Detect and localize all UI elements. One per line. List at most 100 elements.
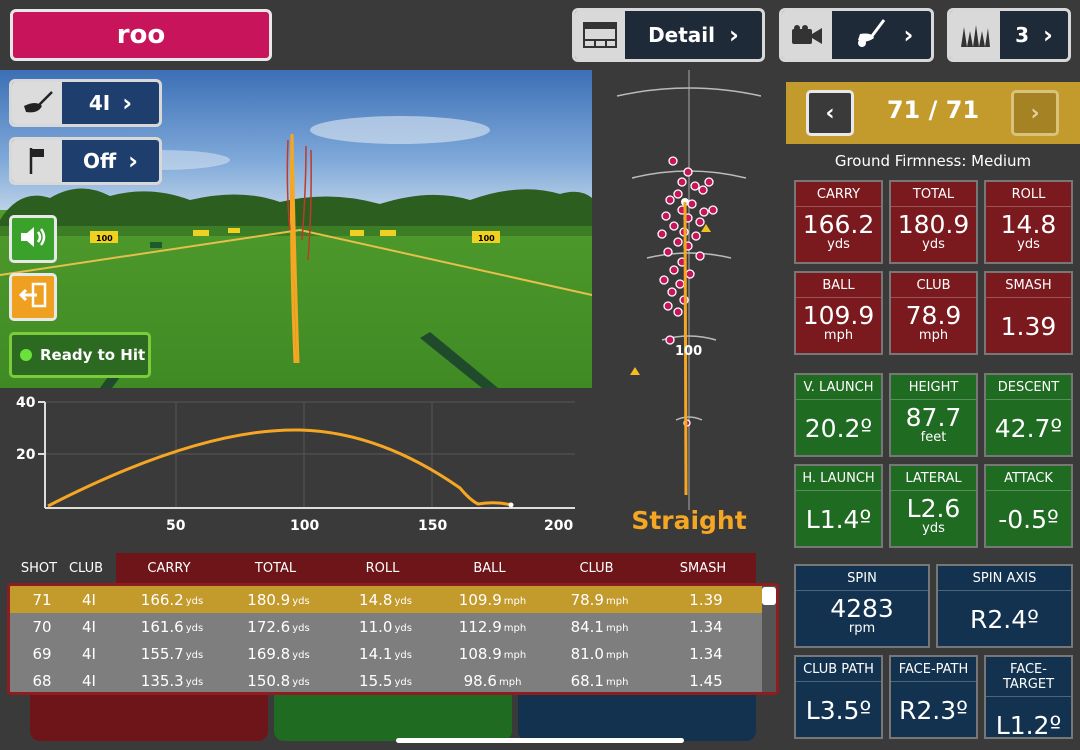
total-tile: TOTAL 180.9 yds xyxy=(889,180,978,264)
face-target-tile: FACE-TARGET L1.2º xyxy=(984,655,1073,740)
table-scroll-thumb[interactable] xyxy=(762,587,776,605)
club-speed-cell: 78.9 xyxy=(570,590,604,609)
ball-speed-title: BALL xyxy=(796,273,881,298)
descent-tile: DESCENT 42.7º xyxy=(984,373,1073,457)
ball-speed-value: 109.9 xyxy=(802,301,875,330)
smash-tile: SMASH 1.39 xyxy=(984,271,1073,355)
green-metrics-tab[interactable] xyxy=(274,695,512,741)
speaker-icon xyxy=(19,225,47,253)
club-speed-tile: CLUB 78.9 mph xyxy=(889,271,978,355)
descent-title: DESCENT xyxy=(986,375,1071,400)
landing-point xyxy=(508,502,514,508)
height-unit: feet xyxy=(920,430,947,445)
player-button[interactable]: roo xyxy=(10,9,272,61)
x-tick-label: 200 xyxy=(544,518,573,534)
roll-unit: yds xyxy=(1017,237,1040,252)
unit-label: yds xyxy=(292,596,310,607)
ball-cell: 98.6 xyxy=(463,671,497,690)
shots-filter-label: 3 xyxy=(1015,23,1030,47)
video-camera-icon xyxy=(782,11,832,59)
smash-cell: 1.34 xyxy=(689,617,723,636)
x-tick-label: 100 xyxy=(290,518,319,534)
column-header[interactable]: CARRY xyxy=(147,560,191,576)
sound-button[interactable] xyxy=(9,215,57,263)
column-header[interactable]: BALL xyxy=(473,560,506,576)
face-path-value: R2.3º xyxy=(899,696,968,725)
column-header[interactable]: TOTAL xyxy=(254,560,297,576)
club-speed-value: 78.9 xyxy=(905,301,962,330)
lateral-unit: yds xyxy=(922,521,945,536)
smash-title: SMASH xyxy=(986,273,1071,298)
unit-label: mph xyxy=(605,596,629,607)
smash-value: 1.39 xyxy=(1000,312,1057,341)
table-scrollbar[interactable] xyxy=(762,586,776,692)
club-cell: 4I xyxy=(82,590,96,609)
face-target-title: FACE-TARGET xyxy=(986,657,1071,697)
shot-navigator: ‹ 71 / 71 › xyxy=(786,82,1080,144)
attack-title: ATTACK xyxy=(986,466,1071,491)
camera-button[interactable]: › xyxy=(779,8,934,62)
table-row[interactable]: 71 4I 166.2 yds 180.9 yds 14.8 yds 109.9 mph… xyxy=(10,586,762,613)
shot-cell: 70 xyxy=(32,617,52,636)
h-launch-title: H. LAUNCH xyxy=(796,466,881,491)
carry-cell: 161.6 xyxy=(140,617,184,636)
distance-marker: 100 xyxy=(675,344,702,359)
exit-button[interactable] xyxy=(9,273,57,321)
club-path-value: L3.5º xyxy=(805,696,872,725)
ground-firmness-label: Ground Firmness: Medium xyxy=(834,152,1032,170)
view-mode-button[interactable]: Detail › xyxy=(572,8,765,62)
chevron-right-icon: › xyxy=(122,89,133,117)
shot-table: 71 4I 166.2 yds 180.9 yds 14.8 yds 109.9 mph… xyxy=(7,583,779,695)
table-row[interactable]: 70 4I 161.6 yds 172.6 yds 11.0 yds 112.9 mph… xyxy=(10,613,762,640)
prev-shot-button[interactable]: ‹ xyxy=(806,90,854,136)
metric-header-band xyxy=(116,553,756,583)
exit-door-icon xyxy=(18,282,47,312)
h-launch-value: L1.4º xyxy=(805,505,872,534)
shot-cell: 68 xyxy=(32,671,52,690)
status-dot-icon xyxy=(20,349,32,361)
column-header[interactable]: CLUB xyxy=(579,560,614,576)
table-row[interactable]: 68 4I 135.3 yds 150.8 yds 15.5 yds 98.6 mph … xyxy=(10,667,762,692)
roll-title: ROLL xyxy=(986,182,1071,207)
carry-cell: 135.3 xyxy=(140,671,184,690)
column-header[interactable]: CLUB xyxy=(68,560,104,576)
unit-label: yds xyxy=(394,677,412,688)
golf-club-ball-icon xyxy=(850,18,890,53)
column-header[interactable]: SMASH xyxy=(679,560,727,576)
red-metrics-tab[interactable] xyxy=(30,695,268,741)
attack-value: -0.5º xyxy=(998,505,1059,534)
club-path-title: CLUB PATH xyxy=(796,657,881,682)
column-header[interactable]: SHOT xyxy=(20,560,58,576)
layout-icon xyxy=(575,11,625,59)
club-select-button[interactable]: 4I › xyxy=(9,79,162,127)
table-row[interactable]: 69 4I 155.7 yds 169.8 yds 14.1 yds 108.9 mph… xyxy=(10,640,762,667)
blue-metrics-tab[interactable] xyxy=(518,695,756,741)
shot-shape-label: Straight xyxy=(631,506,747,535)
roll-cell: 14.8 xyxy=(359,590,393,609)
shots-filter-button[interactable]: 3 › xyxy=(947,8,1071,62)
ball-cell: 109.9 xyxy=(458,590,502,609)
spin-axis-title: SPIN AXIS xyxy=(938,566,1071,591)
x-tick-label: 150 xyxy=(418,518,447,534)
home-indicator[interactable] xyxy=(396,738,684,743)
club-speed-title: CLUB xyxy=(891,273,976,298)
chevron-right-icon: › xyxy=(1030,100,1040,126)
roll-cell: 14.1 xyxy=(359,644,393,663)
grass-icon xyxy=(950,11,1000,59)
unit-label: yds xyxy=(394,623,412,634)
roll-value: 14.8 xyxy=(1000,210,1057,239)
pin-toggle-button[interactable]: Off › xyxy=(9,137,162,185)
club-path-tile: CLUB PATH L3.5º xyxy=(794,655,883,739)
club-cell: 4I xyxy=(82,671,96,690)
next-shot-button[interactable]: › xyxy=(1011,90,1059,136)
column-header[interactable]: ROLL xyxy=(365,560,400,576)
total-cell: 180.9 xyxy=(247,590,291,609)
club-label: 4I xyxy=(88,91,111,115)
total-title: TOTAL xyxy=(891,182,976,207)
total-cell: 172.6 xyxy=(247,617,291,636)
smash-cell: 1.34 xyxy=(689,644,723,663)
club-speed-cell: 84.1 xyxy=(570,617,604,636)
ball-speed-unit: mph xyxy=(823,328,854,343)
face-target-value: L1.2º xyxy=(995,711,1062,740)
roll-cell: 11.0 xyxy=(359,617,393,636)
